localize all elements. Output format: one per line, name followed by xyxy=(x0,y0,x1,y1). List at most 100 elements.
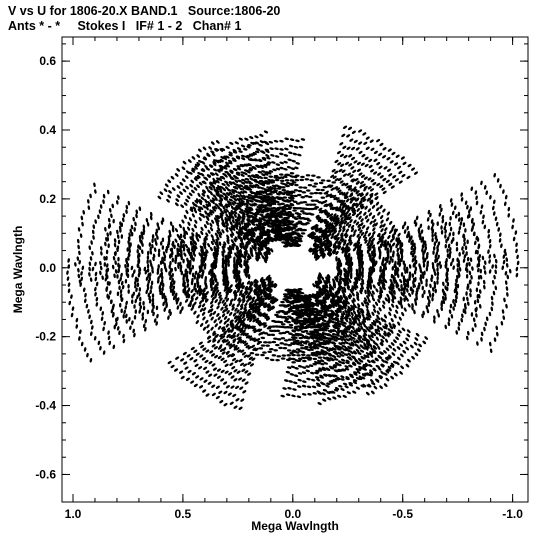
uv-point xyxy=(80,341,84,347)
uv-point xyxy=(191,167,196,171)
uv-point xyxy=(235,194,241,198)
uv-point xyxy=(323,362,329,365)
uv-point xyxy=(134,280,137,285)
uv-point xyxy=(199,322,204,327)
uv-point xyxy=(487,234,490,239)
uv-point xyxy=(114,260,117,265)
uv-point xyxy=(142,323,146,328)
uv-point xyxy=(119,289,123,294)
uv-point xyxy=(218,164,224,168)
uv-point xyxy=(318,316,323,320)
uv-point xyxy=(88,272,91,277)
uv-point xyxy=(333,339,338,342)
uv-point xyxy=(144,269,148,275)
uv-point xyxy=(196,154,201,158)
uv-point xyxy=(266,162,271,166)
uv-point xyxy=(491,301,494,306)
uv-point xyxy=(175,198,180,202)
uv-point xyxy=(347,295,351,300)
uv-point xyxy=(103,256,106,261)
uv-point xyxy=(444,324,447,330)
uv-point xyxy=(302,186,308,189)
uv-point xyxy=(186,354,191,358)
uv-point xyxy=(235,398,240,402)
uv-point xyxy=(320,359,325,363)
uv-point xyxy=(332,378,337,382)
uv-point xyxy=(407,358,411,363)
uv-point xyxy=(421,313,424,319)
uv-point xyxy=(275,343,280,347)
uv-point xyxy=(309,371,315,375)
uv-point xyxy=(337,150,342,155)
uv-point xyxy=(134,298,138,304)
uv-point xyxy=(505,303,508,309)
uv-point xyxy=(127,200,131,206)
uv-point xyxy=(261,170,266,173)
uv-point xyxy=(87,205,91,210)
uv-point xyxy=(385,217,390,222)
uv-point xyxy=(380,228,384,233)
uv-point xyxy=(344,385,349,389)
uv-point xyxy=(225,155,230,159)
uv-point xyxy=(307,304,312,308)
uv-point xyxy=(171,273,174,278)
uv-point xyxy=(187,226,191,231)
uv-point xyxy=(236,165,241,168)
uv-point xyxy=(306,320,311,324)
uv-point xyxy=(488,311,492,317)
uv-point xyxy=(407,303,411,308)
uv-point xyxy=(316,176,321,179)
uv-point xyxy=(425,254,429,260)
uv-point xyxy=(392,175,397,179)
uv-point xyxy=(258,158,263,162)
uv-point xyxy=(189,357,194,361)
uv-point xyxy=(128,232,131,237)
uv-point xyxy=(372,227,376,232)
uv-point xyxy=(167,194,172,199)
uv-point xyxy=(212,161,217,165)
uv-point xyxy=(345,338,350,342)
uv-point xyxy=(198,216,202,222)
uv-point xyxy=(329,329,335,333)
uv-point xyxy=(283,167,288,171)
uv-point xyxy=(237,179,242,183)
uv-point xyxy=(201,357,206,361)
uv-point xyxy=(386,368,391,372)
uv-point xyxy=(463,254,467,259)
uv-point xyxy=(408,264,412,269)
uv-point xyxy=(411,167,416,171)
uv-point xyxy=(152,311,155,317)
uv-point xyxy=(436,308,439,314)
uv-point xyxy=(182,234,186,240)
uv-point xyxy=(228,151,233,155)
uv-point xyxy=(345,359,350,363)
uv-point xyxy=(78,250,81,256)
uv-point xyxy=(243,251,247,256)
uv-point xyxy=(67,282,71,287)
uv-point xyxy=(289,172,295,175)
uv-point xyxy=(125,209,128,214)
uv-point xyxy=(458,217,461,222)
uv-point xyxy=(180,204,184,208)
uv-point xyxy=(183,214,187,220)
uv-point xyxy=(494,216,498,222)
uv-point xyxy=(90,319,93,325)
y-tick-label: 0.6 xyxy=(39,54,56,68)
uv-point xyxy=(321,319,327,323)
uv-point xyxy=(506,274,509,280)
uv-point xyxy=(163,307,167,312)
uv-point xyxy=(301,366,307,369)
uv-point xyxy=(484,321,487,327)
uv-point xyxy=(184,366,189,370)
uv-point xyxy=(375,336,379,341)
uv-point xyxy=(338,342,343,346)
uv-point xyxy=(480,180,483,186)
uv-point xyxy=(397,232,401,237)
uv-point xyxy=(374,192,379,196)
uv-point xyxy=(334,335,339,339)
uv-point xyxy=(82,287,86,293)
uv-point xyxy=(371,204,376,209)
uv-point xyxy=(305,369,311,373)
uv-point xyxy=(355,284,359,289)
uv-point xyxy=(429,212,432,218)
